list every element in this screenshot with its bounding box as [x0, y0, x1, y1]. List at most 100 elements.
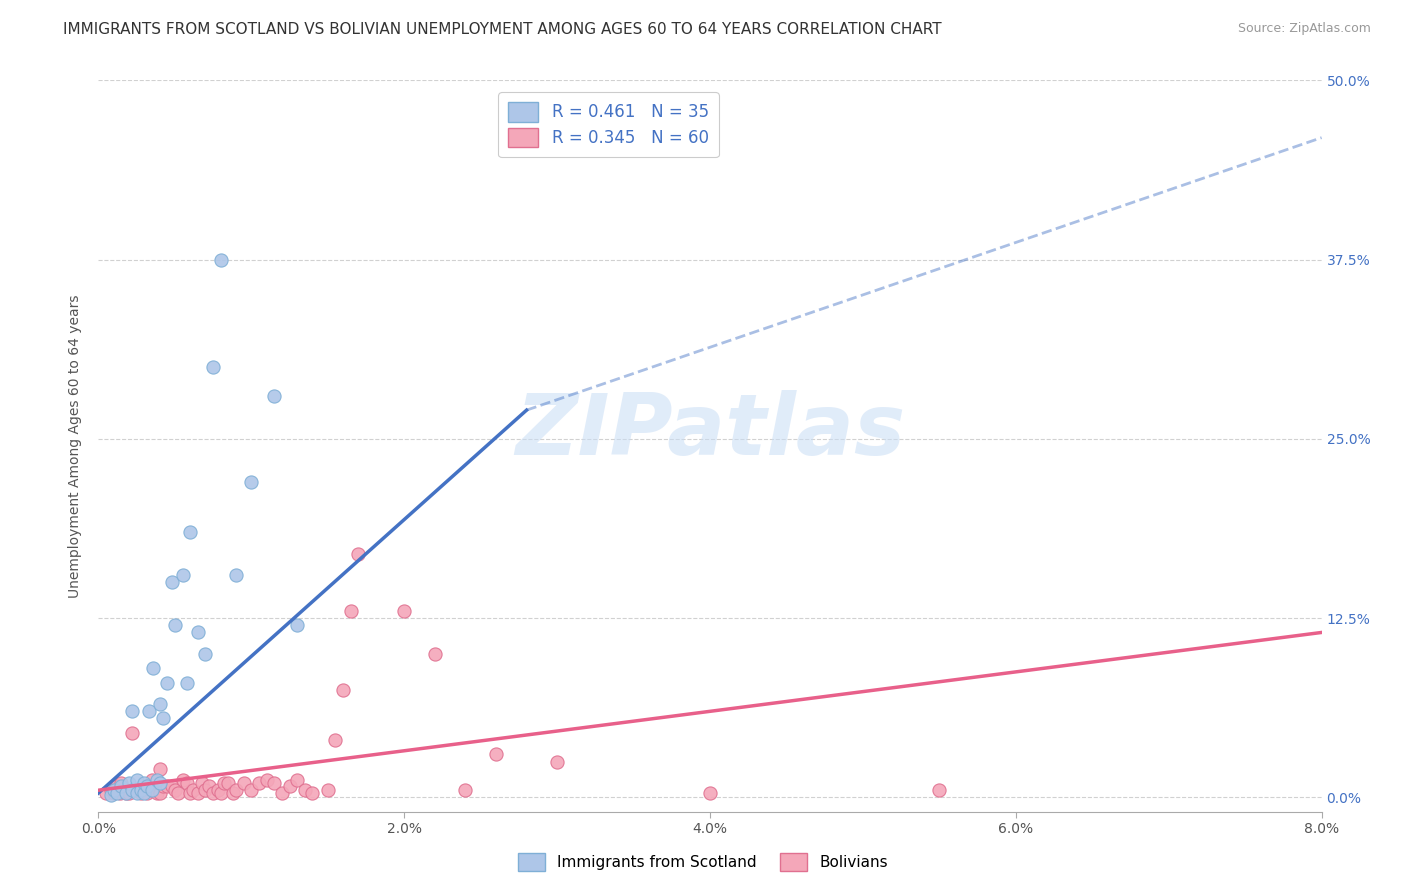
- Point: [270, 786, 294, 800]
- Point: [207, 783, 229, 797]
- Point: [176, 675, 198, 690]
- Point: [163, 618, 186, 632]
- Legend: R = 0.461   N = 35, R = 0.345   N = 60: R = 0.461 N = 35, R = 0.345 N = 60: [498, 92, 718, 157]
- Point: [136, 779, 159, 793]
- Point: [301, 786, 323, 800]
- Point: [121, 726, 143, 740]
- Point: [423, 647, 446, 661]
- Point: [194, 783, 217, 797]
- Point: [141, 783, 163, 797]
- Text: IMMIGRANTS FROM SCOTLAND VS BOLIVIAN UNEMPLOYMENT AMONG AGES 60 TO 64 YEARS CORR: IMMIGRANTS FROM SCOTLAND VS BOLIVIAN UNE…: [63, 22, 942, 37]
- Point: [118, 776, 141, 790]
- Point: [121, 704, 143, 718]
- Point: [285, 773, 308, 788]
- Point: [928, 783, 950, 797]
- Point: [179, 524, 201, 539]
- Point: [108, 786, 131, 800]
- Point: [129, 786, 152, 800]
- Point: [454, 783, 477, 797]
- Point: [225, 783, 247, 797]
- Point: [129, 783, 152, 797]
- Point: [181, 783, 204, 797]
- Point: [197, 779, 219, 793]
- Point: [187, 786, 209, 800]
- Point: [134, 783, 156, 797]
- Point: [240, 783, 263, 797]
- Point: [160, 779, 183, 793]
- Point: [285, 618, 308, 632]
- Point: [247, 776, 270, 790]
- Point: [103, 786, 125, 800]
- Point: [149, 697, 172, 711]
- Point: [125, 773, 148, 788]
- Point: [225, 568, 247, 582]
- Point: [187, 625, 209, 640]
- Point: [100, 783, 122, 797]
- Point: [134, 776, 156, 790]
- Point: [110, 776, 132, 790]
- Point: [103, 783, 125, 797]
- Legend: Immigrants from Scotland, Bolivians: Immigrants from Scotland, Bolivians: [512, 847, 894, 877]
- Point: [145, 786, 167, 800]
- Point: [125, 786, 148, 800]
- Point: [485, 747, 508, 762]
- Point: [145, 773, 167, 788]
- Point: [202, 786, 225, 800]
- Point: [316, 783, 339, 797]
- Point: [149, 786, 172, 800]
- Point: [176, 776, 198, 790]
- Point: [125, 783, 148, 797]
- Point: [194, 647, 217, 661]
- Point: [202, 360, 225, 375]
- Point: [163, 783, 186, 797]
- Point: [115, 786, 138, 800]
- Point: [217, 776, 239, 790]
- Point: [136, 786, 159, 800]
- Point: [110, 779, 132, 793]
- Point: [263, 776, 285, 790]
- Point: [141, 773, 163, 788]
- Point: [141, 783, 163, 797]
- Point: [278, 779, 301, 793]
- Point: [263, 389, 285, 403]
- Point: [232, 776, 254, 790]
- Point: [149, 762, 172, 776]
- Point: [115, 786, 138, 800]
- Point: [209, 252, 232, 267]
- Text: ZIPatlas: ZIPatlas: [515, 390, 905, 473]
- Point: [172, 568, 194, 582]
- Point: [240, 475, 263, 489]
- Point: [138, 704, 160, 718]
- Point: [167, 786, 190, 800]
- Point: [325, 733, 347, 747]
- Point: [332, 682, 354, 697]
- Point: [347, 547, 370, 561]
- Point: [134, 786, 156, 800]
- Point: [121, 783, 143, 797]
- Point: [209, 786, 232, 800]
- Point: [191, 776, 214, 790]
- Point: [699, 786, 721, 800]
- Point: [160, 575, 183, 590]
- Point: [149, 776, 172, 790]
- Y-axis label: Unemployment Among Ages 60 to 64 years: Unemployment Among Ages 60 to 64 years: [69, 294, 83, 598]
- Point: [118, 786, 141, 800]
- Text: Source: ZipAtlas.com: Source: ZipAtlas.com: [1237, 22, 1371, 36]
- Point: [212, 776, 235, 790]
- Point: [156, 675, 179, 690]
- Point: [152, 711, 174, 725]
- Point: [142, 661, 165, 675]
- Point: [546, 755, 568, 769]
- Point: [179, 786, 201, 800]
- Point: [156, 779, 179, 793]
- Point: [339, 604, 361, 618]
- Point: [94, 786, 117, 800]
- Point: [172, 773, 194, 788]
- Point: [256, 773, 278, 788]
- Point: [105, 779, 128, 793]
- Point: [294, 783, 316, 797]
- Point: [222, 786, 245, 800]
- Point: [105, 786, 128, 800]
- Point: [152, 779, 174, 793]
- Point: [100, 788, 122, 802]
